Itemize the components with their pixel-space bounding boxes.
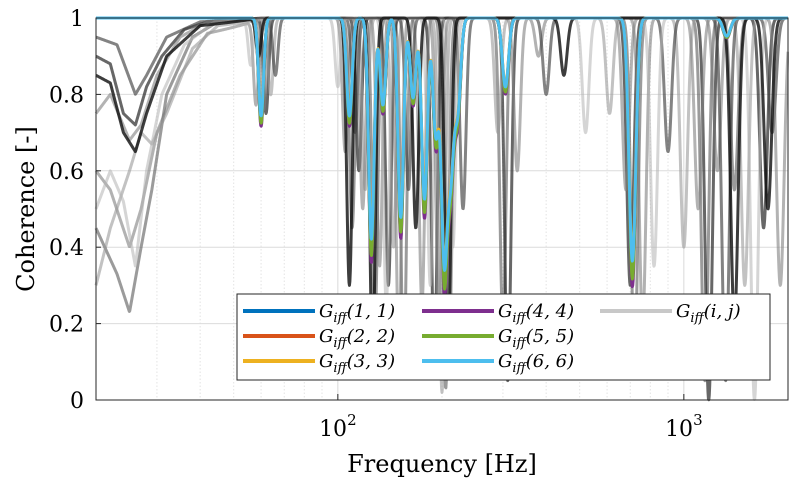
y-tick-label: 0.4 <box>49 236 84 261</box>
y-tick-label: 0 <box>70 389 84 414</box>
legend-label: Giff(5, 5) <box>498 326 574 351</box>
offdiagonal-curve <box>94 16 789 394</box>
x-axis-label: Frequency [Hz] <box>347 450 537 478</box>
y-tick-label: 0.2 <box>49 313 84 338</box>
plot-frame <box>95 17 789 401</box>
x-tick-label: 103 <box>665 411 703 442</box>
y-tick-label: 0.8 <box>49 83 84 108</box>
x-tick-labels: 102 103 <box>319 394 703 442</box>
legend-label: Giff(i, j) <box>676 301 741 326</box>
legend-label: Giff(2, 2) <box>319 326 395 351</box>
legend-item: Giff(4, 4) <box>422 301 574 326</box>
legend-item: Giff(1, 1) <box>243 301 395 326</box>
legend: Giff(1, 1)Giff(2, 2)Giff(3, 3) Giff(4, 4)… <box>236 293 771 381</box>
legend-item: Giff(5, 5) <box>422 326 574 351</box>
legend-box <box>236 293 771 381</box>
x-tick-label: 102 <box>319 411 357 442</box>
legend-label: Giff(4, 4) <box>498 301 574 326</box>
legend-item: Giff(i, j) <box>600 301 741 326</box>
y-tick-labels: 0 0.2 0.4 0.6 0.8 1 <box>49 7 101 414</box>
legend-label: Giff(1, 1) <box>319 301 395 326</box>
legend-label: Giff(3, 3) <box>319 351 395 376</box>
legend-item: Giff(3, 3) <box>243 351 395 376</box>
legend-item: Giff(6, 6) <box>422 351 574 376</box>
y-tick-label: 0.6 <box>49 160 84 185</box>
y-axis-label: Coherence [-] <box>12 126 40 292</box>
legend-item: Giff(2, 2) <box>243 326 395 351</box>
legend-label: Giff(6, 6) <box>498 351 574 376</box>
y-tick-label: 1 <box>70 7 84 32</box>
